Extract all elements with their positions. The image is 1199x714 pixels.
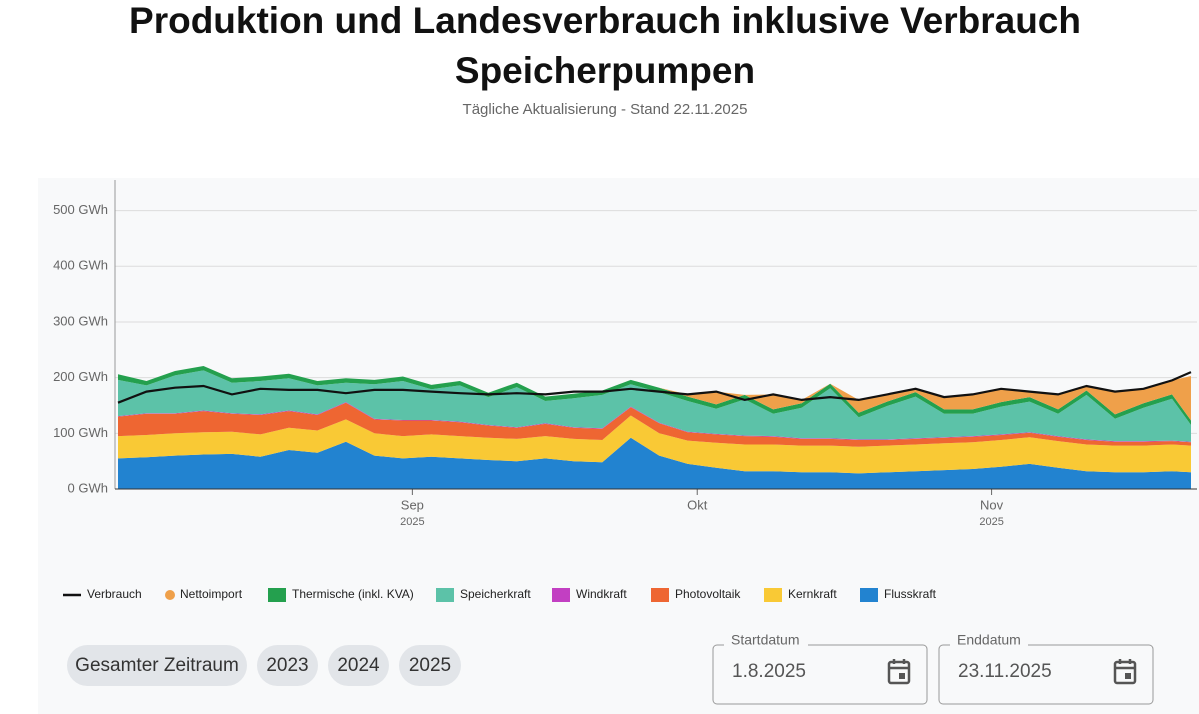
x-tick-label: Sep xyxy=(401,497,424,512)
y-tick-label: 500 GWh xyxy=(53,202,108,217)
label-bg xyxy=(724,632,808,650)
start-label: Startdatum xyxy=(731,632,799,648)
legend-label[interactable]: Photovoltaik xyxy=(675,587,741,601)
x-tick-year: 2025 xyxy=(400,516,424,528)
legend-label[interactable]: Thermische (inkl. KVA) xyxy=(292,587,414,601)
x-tick-label: Nov xyxy=(980,497,1004,512)
x-tick-year: 2025 xyxy=(979,516,1003,528)
line xyxy=(117,371,1192,404)
area xyxy=(118,370,1191,442)
range-button[interactable] xyxy=(328,645,389,686)
end-value: 23.11.2025 xyxy=(958,661,1052,682)
range-button-label[interactable]: 2025 xyxy=(409,655,451,676)
legend-swatch xyxy=(764,588,782,602)
range-button-label[interactable]: Gesamter Zeitraum xyxy=(75,655,239,676)
range-button[interactable] xyxy=(257,645,318,686)
area xyxy=(118,437,1191,489)
legend-label[interactable]: Windkraft xyxy=(576,587,627,601)
range-button-label[interactable]: 2023 xyxy=(266,655,308,676)
controls: Startdatum 1.8.2025 Enddatum 23.11.2025 … xyxy=(67,632,1154,705)
range-button[interactable] xyxy=(399,645,461,686)
y-tick-label: 300 GWh xyxy=(53,313,108,328)
end-label: Enddatum xyxy=(957,632,1021,648)
y-tick-label: 0 GWh xyxy=(68,480,108,495)
legend-swatch xyxy=(165,590,175,600)
legend-label[interactable]: Kernkraft xyxy=(788,587,837,601)
title: Speicherpumpen xyxy=(455,50,755,91)
y-tick-label: 100 GWh xyxy=(53,425,108,440)
legend-swatch xyxy=(268,588,286,602)
start-value: 1.8.2025 xyxy=(732,661,806,682)
range-button[interactable] xyxy=(67,645,247,686)
area xyxy=(118,415,1191,474)
subtitle: Tägliche Aktualisierung - Stand 22.11.20… xyxy=(463,101,748,118)
legend-swatch xyxy=(860,588,878,602)
legend: Verbrauch Nettoimport Thermische (inkl. KV… xyxy=(63,587,937,602)
legend-label[interactable]: Verbrauch xyxy=(87,587,142,601)
title: Produktion und Landesverbrauch inklusive… xyxy=(129,0,1081,41)
legend-swatch xyxy=(552,588,570,602)
legend-label[interactable]: Flusskraft xyxy=(884,587,937,601)
y-tick-label: 400 GWh xyxy=(53,258,108,273)
area xyxy=(118,402,1191,447)
calendar-icon[interactable] xyxy=(887,659,911,685)
x-tick-label: Okt xyxy=(687,497,708,512)
plot: 0 GWh 100 GWh 200 GWh 300 GWh 400 GWh 500 GWh… xyxy=(53,180,1197,528)
start-field[interactable] xyxy=(712,644,928,705)
y-tick-label: 200 GWh xyxy=(53,369,108,384)
calendar-icon[interactable] xyxy=(1113,659,1137,685)
legend-swatch xyxy=(436,588,454,602)
area xyxy=(118,366,1191,425)
range-button-label[interactable]: 2024 xyxy=(337,655,380,676)
legend-label[interactable]: Speicherkraft xyxy=(460,587,531,601)
end-field[interactable] xyxy=(938,644,1154,705)
legend-swatch xyxy=(651,588,669,602)
label-bg xyxy=(950,632,1028,650)
legend-label[interactable]: Nettoimport xyxy=(180,587,243,601)
